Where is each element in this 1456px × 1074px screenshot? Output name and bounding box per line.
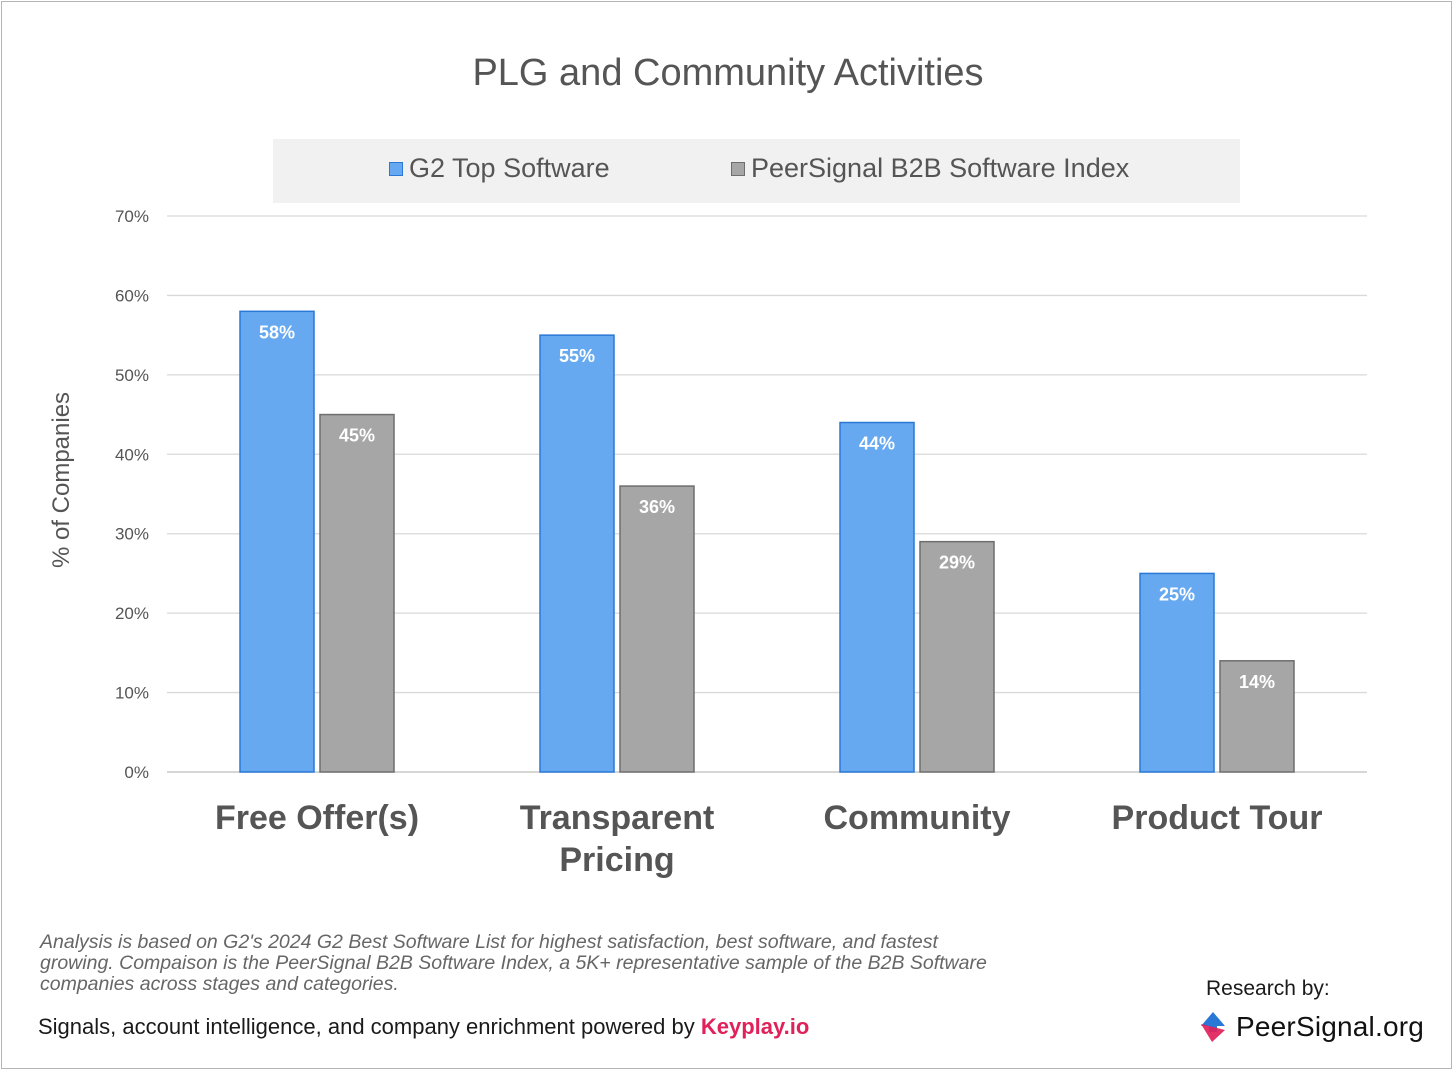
research-by-label: Research by: [1206,977,1330,1000]
bar [1139,572,1215,773]
y-tick-label: 20% [115,604,149,623]
bar-chart: 0% 10% 20% 30% 40% 50% 60% 70% 58% 45% Free Offer(… [115,207,1367,879]
footer-text: Signals, account intelligence, and compa… [38,1014,701,1039]
data-label: 25% [1159,584,1195,604]
legend-label-peersignal: PeerSignal B2B Software Index [751,153,1130,183]
bar [239,310,315,773]
legend-swatch-g2 [389,161,403,176]
bar [319,413,395,773]
footnote: Analysis is based on G2's 2024 G2 Best S… [40,931,987,995]
data-label: 44% [859,434,895,454]
category-label: Community [824,799,1011,837]
y-tick-label: 10% [115,684,149,703]
legend-label-g2: G2 Top Software [409,153,610,183]
data-label: 55% [559,346,595,366]
peersignal-brand[interactable]: PeerSignal.org [1198,1010,1424,1044]
bar [919,540,995,773]
data-label: 29% [939,553,975,573]
bar [619,485,695,773]
legend-item-g2: G2 Top Software [389,153,610,184]
y-tick-label: 50% [115,366,149,385]
y-tick-label: 40% [115,445,149,464]
chart-legend: G2 Top Software PeerSignal B2B Software … [273,139,1240,203]
brand-name: PeerSignal.org [1236,1011,1425,1042]
y-tick-label: 0% [124,763,149,782]
y-tick-label: 30% [115,525,149,544]
bar [1219,660,1295,773]
chart-title: PLG and Community Activities [472,52,984,94]
category-label: Transparent [520,799,715,837]
bar [839,421,915,773]
data-label: 14% [1239,672,1275,692]
data-label: 58% [259,322,295,342]
footer-attribution: Signals, account intelligence, and compa… [38,1014,809,1040]
data-label: 36% [639,497,675,517]
y-tick-label: 60% [115,286,149,305]
data-label: 45% [339,426,375,446]
y-tick-label: 70% [115,207,149,226]
category-label: Pricing [559,841,674,879]
category-label: Product Tour [1112,799,1323,837]
bar [539,334,615,773]
legend-item-peersignal: PeerSignal B2B Software Index [731,153,1129,184]
legend-swatch-peersignal [731,161,745,176]
keyplay-link[interactable]: Keyplay.io [700,1014,810,1039]
category-label: Free Offer(s) [215,799,419,837]
peersignal-logo-icon [1201,1012,1225,1042]
